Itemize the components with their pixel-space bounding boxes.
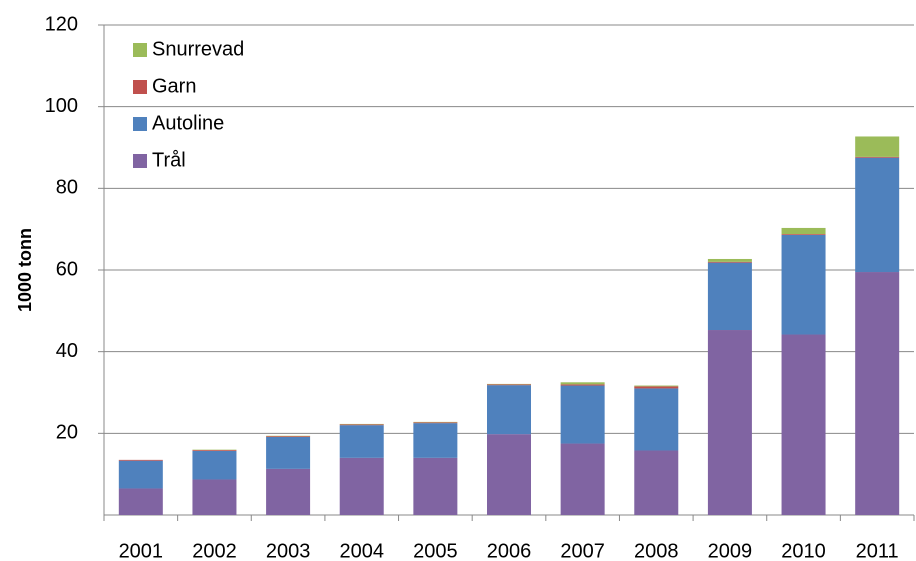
bar-segment xyxy=(781,234,826,235)
bar-segment xyxy=(855,272,900,515)
x-tick-label: 2001 xyxy=(119,540,164,561)
legend-label: Autoline xyxy=(152,112,224,134)
x-tick-label: 2008 xyxy=(634,540,679,561)
legend-swatch xyxy=(133,80,147,94)
y-tick-label: 20 xyxy=(56,422,78,444)
y-tick-label: 40 xyxy=(56,340,78,362)
x-tick-label: 2003 xyxy=(266,540,311,561)
bar-segment xyxy=(487,385,531,435)
bar-segment xyxy=(855,157,900,273)
x-tick-label: 2009 xyxy=(708,540,753,561)
bar-segment xyxy=(192,450,237,480)
bar-segment xyxy=(487,434,531,515)
x-tick-label: 2011 xyxy=(856,540,899,561)
legend-swatch xyxy=(133,43,147,57)
y-tick-label: 120 xyxy=(45,13,78,35)
bar-segment xyxy=(707,261,752,263)
bar-segment xyxy=(560,443,605,515)
bar-segment xyxy=(707,258,752,262)
bar-segment xyxy=(118,460,163,489)
bar-segment xyxy=(634,450,679,515)
bar-segment xyxy=(339,424,384,426)
x-tick-label: 2006 xyxy=(487,540,532,561)
y-tick-label: 80 xyxy=(56,177,78,199)
legend-label: Trål xyxy=(152,149,186,171)
bar-segment xyxy=(634,388,679,451)
y-tick-label: 100 xyxy=(45,95,78,117)
legend-swatch xyxy=(133,154,147,168)
bar-segment xyxy=(855,136,900,157)
bar-segment xyxy=(339,425,384,458)
bar-segment xyxy=(560,382,605,385)
bar-segment xyxy=(781,234,826,335)
bar-segment xyxy=(634,386,679,389)
bar-segment xyxy=(118,459,163,461)
bar-segment xyxy=(707,262,752,331)
y-tick-label: 60 xyxy=(56,258,78,280)
x-tick-label: 2007 xyxy=(560,540,605,561)
bar-segment xyxy=(634,385,679,387)
bar-segment xyxy=(413,422,458,424)
bar-segment xyxy=(781,334,826,515)
bar-segment xyxy=(413,423,458,458)
bar-segment xyxy=(855,156,900,158)
y-axis-label: 1000 tonn xyxy=(15,228,35,312)
bar-segment xyxy=(266,468,311,515)
x-tick-label: 2002 xyxy=(192,540,237,561)
bar-segment xyxy=(339,457,384,515)
bar-segment xyxy=(781,227,826,235)
bar-segment xyxy=(487,384,531,386)
x-tick-label: 2004 xyxy=(339,540,384,561)
bar-segment xyxy=(118,488,163,515)
x-tick-label: 2010 xyxy=(781,540,826,561)
bar-segment xyxy=(560,385,605,444)
bar-segment xyxy=(560,384,605,386)
legend-label: Garn xyxy=(152,75,196,97)
bar-segment xyxy=(192,479,237,515)
x-tick-label: 2005 xyxy=(413,540,458,561)
bar-segment xyxy=(707,330,752,515)
legend-swatch xyxy=(133,117,147,131)
bar-segment xyxy=(413,457,458,515)
legend-label: Snurrevad xyxy=(152,38,244,60)
bar-segment xyxy=(266,437,311,469)
bar-segment xyxy=(266,436,311,438)
bar-segment xyxy=(192,450,237,451)
